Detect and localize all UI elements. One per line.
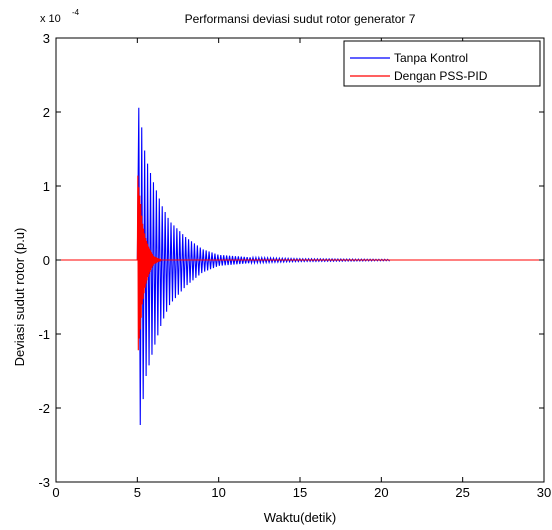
legend: Tanpa Kontrol Dengan PSS-PID bbox=[343, 40, 541, 87]
x-tick-label: 30 bbox=[537, 485, 551, 500]
x-tick-label: 5 bbox=[134, 485, 141, 500]
x-tick-label: 20 bbox=[374, 485, 388, 500]
y-scale-exponent: -4 bbox=[72, 8, 80, 17]
y-tick-label: 2 bbox=[43, 105, 50, 120]
y-axis-label: Deviasi sudut rotor (p.u) bbox=[12, 228, 27, 367]
series-line-dengan-pss-pid bbox=[56, 175, 544, 351]
y-tick-label: 1 bbox=[43, 179, 50, 194]
legend-label-tanpa-kontrol: Tanpa Kontrol bbox=[394, 51, 468, 65]
x-tick-label: 10 bbox=[211, 485, 225, 500]
x-tick-label: 25 bbox=[455, 485, 469, 500]
x-tick-label: 15 bbox=[293, 485, 307, 500]
x-tick-label: 0 bbox=[52, 485, 59, 500]
y-tick-label: 3 bbox=[43, 31, 50, 46]
y-tick-label: 0 bbox=[43, 253, 50, 268]
y-tick-label: -2 bbox=[38, 401, 50, 416]
series-layer bbox=[56, 107, 544, 426]
legend-box bbox=[343, 40, 541, 87]
y-tick-label: -1 bbox=[38, 327, 50, 342]
chart-title: Performansi deviasi sudut rotor generato… bbox=[185, 12, 416, 26]
y-tick-label: -3 bbox=[38, 475, 50, 490]
legend-label-dengan-pss-pid: Dengan PSS-PID bbox=[394, 69, 488, 83]
y-scale-base: x 10 bbox=[40, 13, 61, 25]
y-scale-label: x 10 -4 bbox=[40, 8, 80, 25]
x-axis-label: Waktu(detik) bbox=[264, 510, 336, 525]
